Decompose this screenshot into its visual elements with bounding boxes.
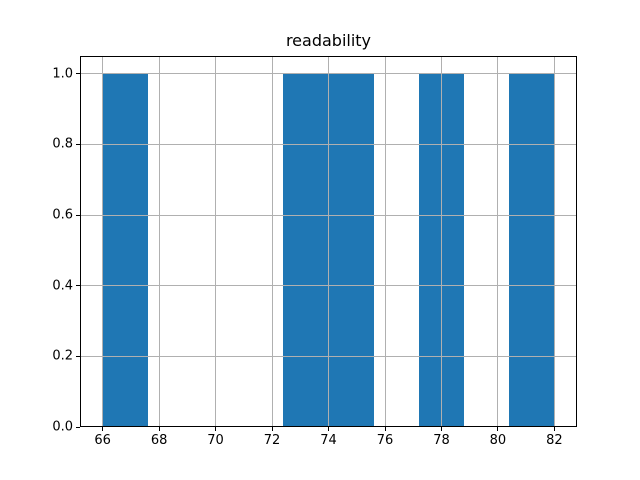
histogram-bar (509, 73, 555, 427)
gridline-horizontal (80, 355, 577, 357)
x-tick-label: 70 (207, 433, 224, 448)
x-tick-label: 72 (263, 433, 281, 448)
histogram-bar (102, 73, 148, 427)
gridline-vertical (271, 56, 273, 427)
y-tick-mark (76, 143, 80, 145)
gridline-vertical (384, 56, 386, 427)
x-tick-label: 66 (94, 433, 111, 448)
x-tick-mark (158, 427, 160, 431)
grid-layer (80, 56, 577, 427)
x-tick-label: 80 (489, 433, 507, 448)
gridline-vertical (497, 56, 499, 427)
x-tick-mark (497, 427, 499, 431)
gridline-vertical (215, 56, 216, 427)
gridline-vertical (553, 56, 555, 427)
x-tick-mark (328, 427, 329, 431)
gridline-vertical (158, 56, 160, 427)
y-tick-mark (76, 355, 80, 357)
x-tick-mark (553, 427, 555, 431)
x-tick-mark (271, 427, 273, 431)
gridline-horizontal (80, 285, 577, 287)
histogram-bar (328, 73, 374, 427)
x-tick-label: 68 (150, 433, 168, 448)
y-tick-label: 1.0 (52, 66, 73, 82)
gridline-vertical (441, 56, 442, 427)
y-tick-mark (76, 214, 80, 216)
chart-title: readability (285, 31, 372, 50)
gridline-vertical (328, 56, 329, 427)
y-tick-mark (76, 285, 80, 287)
gridline-horizontal (80, 73, 577, 75)
y-tick-label: 0.8 (52, 136, 73, 152)
gridline-horizontal (80, 143, 577, 145)
y-tick-label: 0.6 (52, 207, 73, 223)
histogram-bar (283, 73, 329, 427)
x-tick-mark (384, 427, 386, 431)
x-tick-label: 74 (320, 433, 337, 448)
y-tick-mark (76, 73, 80, 75)
x-tick-label: 82 (546, 433, 563, 448)
x-tick-mark (215, 427, 216, 431)
x-tick-label: 78 (433, 433, 450, 448)
y-tick-mark (76, 426, 80, 428)
x-tick-mark (102, 427, 104, 431)
gridline-vertical (102, 56, 104, 427)
plot-area (80, 56, 577, 427)
y-tick-label: 0.0 (52, 419, 73, 435)
y-tick-label: 0.4 (52, 278, 73, 294)
x-tick-mark (441, 427, 442, 431)
x-tick-label: 76 (376, 433, 394, 448)
gridline-horizontal (80, 214, 577, 216)
y-tick-label: 0.2 (52, 348, 73, 364)
gridline-horizontal (80, 426, 577, 427)
